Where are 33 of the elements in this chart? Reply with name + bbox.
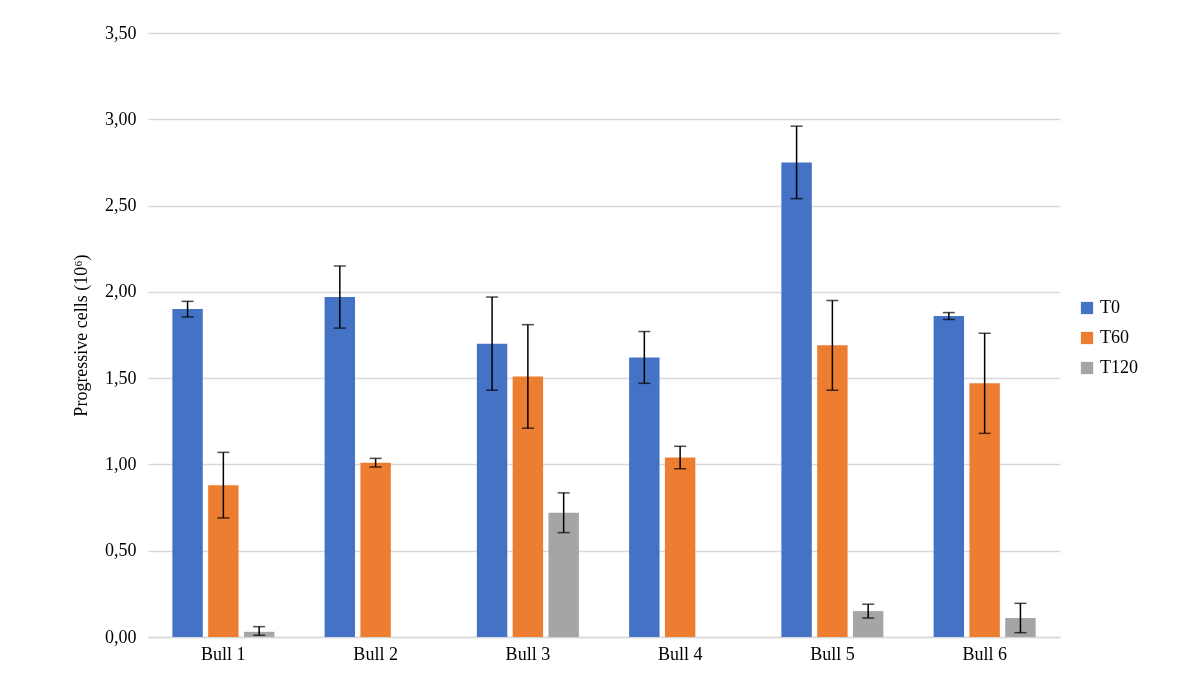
bar <box>664 457 696 637</box>
y-tick-label: 2,00 <box>105 281 137 302</box>
legend-label: T0 <box>1100 297 1120 317</box>
x-tick-label: Bull 1 <box>201 643 246 664</box>
y-tick-label: 3,50 <box>105 22 137 43</box>
bar <box>360 462 391 637</box>
legend-label: T120 <box>1100 357 1138 377</box>
y-tick-label: 0,00 <box>105 626 137 647</box>
bar <box>548 512 579 637</box>
x-tick-label: Bull 5 <box>810 643 855 664</box>
bar <box>172 309 203 637</box>
bar <box>933 316 965 637</box>
bar <box>969 383 1000 637</box>
y-tick-label: 0,50 <box>105 540 137 561</box>
bar <box>781 162 812 637</box>
y-tick-label: 1,00 <box>105 453 137 474</box>
bar <box>476 343 508 637</box>
bar <box>208 485 239 637</box>
y-tick-label: 3,00 <box>105 108 137 129</box>
x-tick-label: Bull 6 <box>962 643 1007 664</box>
bar <box>1005 618 1036 637</box>
legend-label: T60 <box>1100 327 1129 347</box>
bar <box>324 297 356 637</box>
bar <box>817 345 848 637</box>
bar <box>629 357 660 637</box>
x-tick-label: Bull 4 <box>657 643 703 664</box>
y-axis-title: Progressive cells (10⁶) <box>71 254 92 417</box>
y-tick-label: 2,50 <box>105 195 137 216</box>
y-tick-label: 1,50 <box>105 367 137 388</box>
x-tick-label: Bull 2 <box>353 643 398 664</box>
bar <box>852 611 884 637</box>
x-tick-label: Bull 3 <box>505 643 551 664</box>
bar <box>512 376 544 637</box>
